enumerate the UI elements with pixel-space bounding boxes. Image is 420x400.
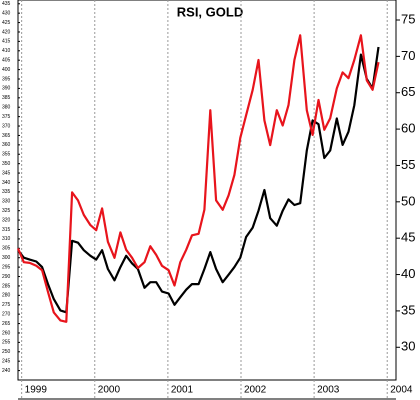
y-tick-label: 310: [2, 236, 11, 242]
y-tick-label: 260: [2, 330, 11, 336]
y-tick-label: 400: [2, 67, 11, 73]
y-tick-label: 345: [2, 170, 11, 176]
y-tick-label: 295: [2, 264, 11, 270]
y2-tick-label: 75: [401, 11, 415, 26]
y2-tick-label: 40: [401, 266, 415, 281]
x-tick-label: 2001: [171, 385, 194, 396]
y2-tick-label: 55: [401, 157, 415, 172]
y-tick-label: 320: [2, 217, 11, 223]
y-tick-label: 355: [2, 152, 11, 158]
y-tick-label: 325: [2, 208, 11, 214]
y2-tick-label: 35: [401, 302, 415, 317]
x-tick-label: 1999: [25, 385, 48, 396]
y-tick-label: 330: [2, 199, 11, 205]
line-series: [16, 34, 380, 323]
y-tick-label: 390: [2, 86, 11, 92]
y-tick-label: 255: [2, 340, 11, 346]
y-tick-label: 340: [2, 180, 11, 186]
y-tick-label: 360: [2, 142, 11, 148]
y-tick-label: 265: [2, 321, 11, 327]
y-tick-label: 415: [2, 39, 11, 45]
y-tick-label: 375: [2, 114, 11, 120]
y-tick-label: 410: [2, 48, 11, 54]
y-tick-label: 285: [2, 283, 11, 289]
x-tick-label: 2003: [317, 385, 340, 396]
y2-tick-label: 45: [401, 230, 415, 245]
y-tick-label: 290: [2, 274, 11, 280]
chart-title: RSI, GOLD: [177, 4, 243, 19]
y-tick-label: 280: [2, 293, 11, 299]
x-tick-label: 2004: [390, 385, 413, 396]
y2-tick-label: 60: [401, 121, 415, 136]
y-tick-label: 395: [2, 76, 11, 82]
y-tick-label: 245: [2, 359, 11, 365]
y-tick-label: 300: [2, 255, 11, 261]
y-tick-label: 305: [2, 246, 11, 252]
y2-tick-label: 50: [401, 193, 415, 208]
y-tick-label: 435: [2, 1, 11, 7]
y-tick-label: 425: [2, 20, 11, 26]
y-tick-label: 405: [2, 58, 11, 64]
y-tick-label: 420: [2, 29, 11, 35]
y-tick-label: 380: [2, 105, 11, 111]
y-tick-label: 365: [2, 133, 11, 139]
y-tick-label: 270: [2, 311, 11, 317]
plot-frame: [17, 0, 397, 381]
y2-tick-label: 65: [401, 84, 415, 99]
y-tick-label: 240: [2, 368, 11, 374]
y-tick-label: 275: [2, 302, 11, 308]
y-tick-label: 335: [2, 189, 11, 195]
y-tick-label: 370: [2, 123, 11, 129]
y2-tick-label: 70: [401, 48, 415, 63]
y-tick-label: 315: [2, 227, 11, 233]
x-tick-label: 2002: [244, 385, 267, 396]
y2-tick-label: 30: [401, 339, 415, 354]
x-tick-label: 2000: [98, 385, 121, 396]
y-tick-label: 385: [2, 95, 11, 101]
line-series: [17, 46, 380, 314]
y-tick-label: 350: [2, 161, 11, 167]
y-tick-label: 430: [2, 10, 11, 16]
y-tick-label: 250: [2, 349, 11, 355]
